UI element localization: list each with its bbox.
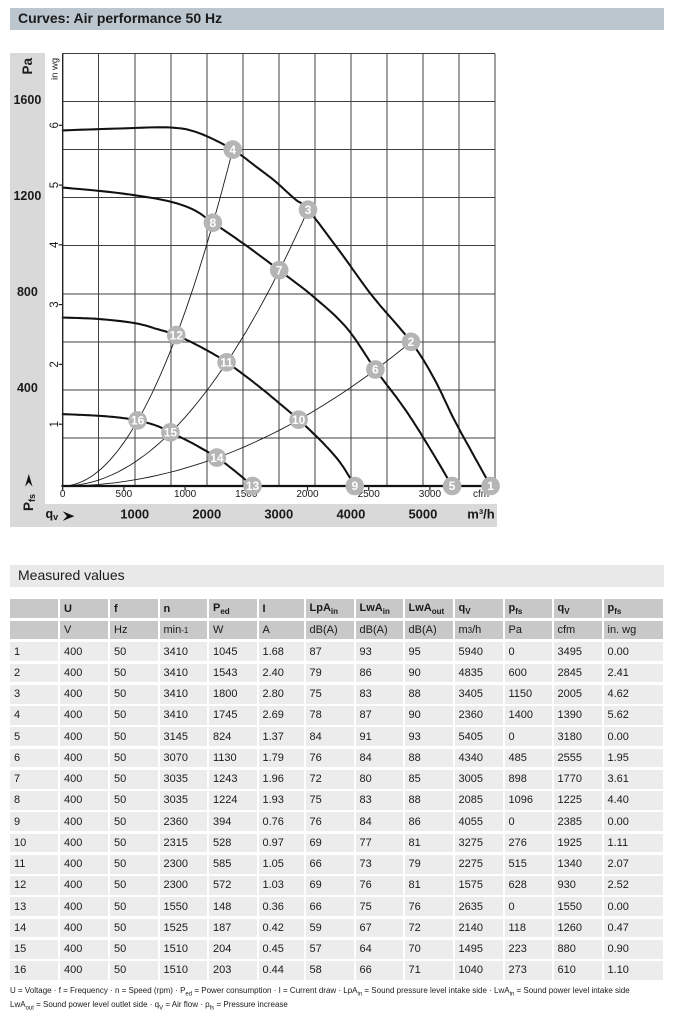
svg-text:3000: 3000 [419,489,442,500]
svg-text:14: 14 [210,451,224,465]
svg-text:6: 6 [49,122,61,128]
svg-text:8: 8 [210,216,217,230]
svg-text:13: 13 [246,479,260,493]
svg-text:1600: 1600 [13,93,41,107]
svg-text:2500: 2500 [358,489,381,500]
svg-text:5: 5 [49,182,61,188]
svg-text:4000: 4000 [336,507,365,522]
svg-text:12: 12 [170,328,184,342]
svg-text:7: 7 [276,263,283,277]
svg-text:3000: 3000 [264,507,293,522]
svg-text:6: 6 [372,363,379,377]
svg-text:in wg: in wg [50,58,61,80]
svg-text:2: 2 [49,361,61,367]
svg-text:Pa: Pa [20,57,35,74]
svg-text:11: 11 [220,356,233,370]
svg-text:m³/h: m³/h [467,507,495,522]
svg-text:1200: 1200 [13,189,41,203]
svg-text:9: 9 [351,479,358,493]
svg-text:3: 3 [49,301,61,307]
svg-text:3: 3 [305,203,312,217]
svg-text:1000: 1000 [120,507,149,522]
svg-text:4: 4 [229,143,236,157]
svg-text:2: 2 [408,335,415,349]
svg-text:2000: 2000 [296,489,319,500]
svg-text:15: 15 [164,426,178,440]
svg-text:500: 500 [116,489,133,500]
svg-text:16: 16 [131,414,145,428]
svg-text:5: 5 [449,479,456,493]
svg-text:10: 10 [292,413,306,427]
svg-text:800: 800 [17,285,38,299]
svg-text:4: 4 [49,241,61,248]
svg-text:1: 1 [487,479,494,493]
svg-text:1: 1 [49,421,61,427]
svg-text:cfm: cfm [473,489,489,500]
svg-text:1500: 1500 [235,489,258,500]
svg-text:400: 400 [17,381,38,395]
svg-text:1000: 1000 [174,489,197,500]
svg-text:0: 0 [60,489,66,500]
svg-text:5000: 5000 [408,507,437,522]
svg-text:2000: 2000 [192,507,221,522]
